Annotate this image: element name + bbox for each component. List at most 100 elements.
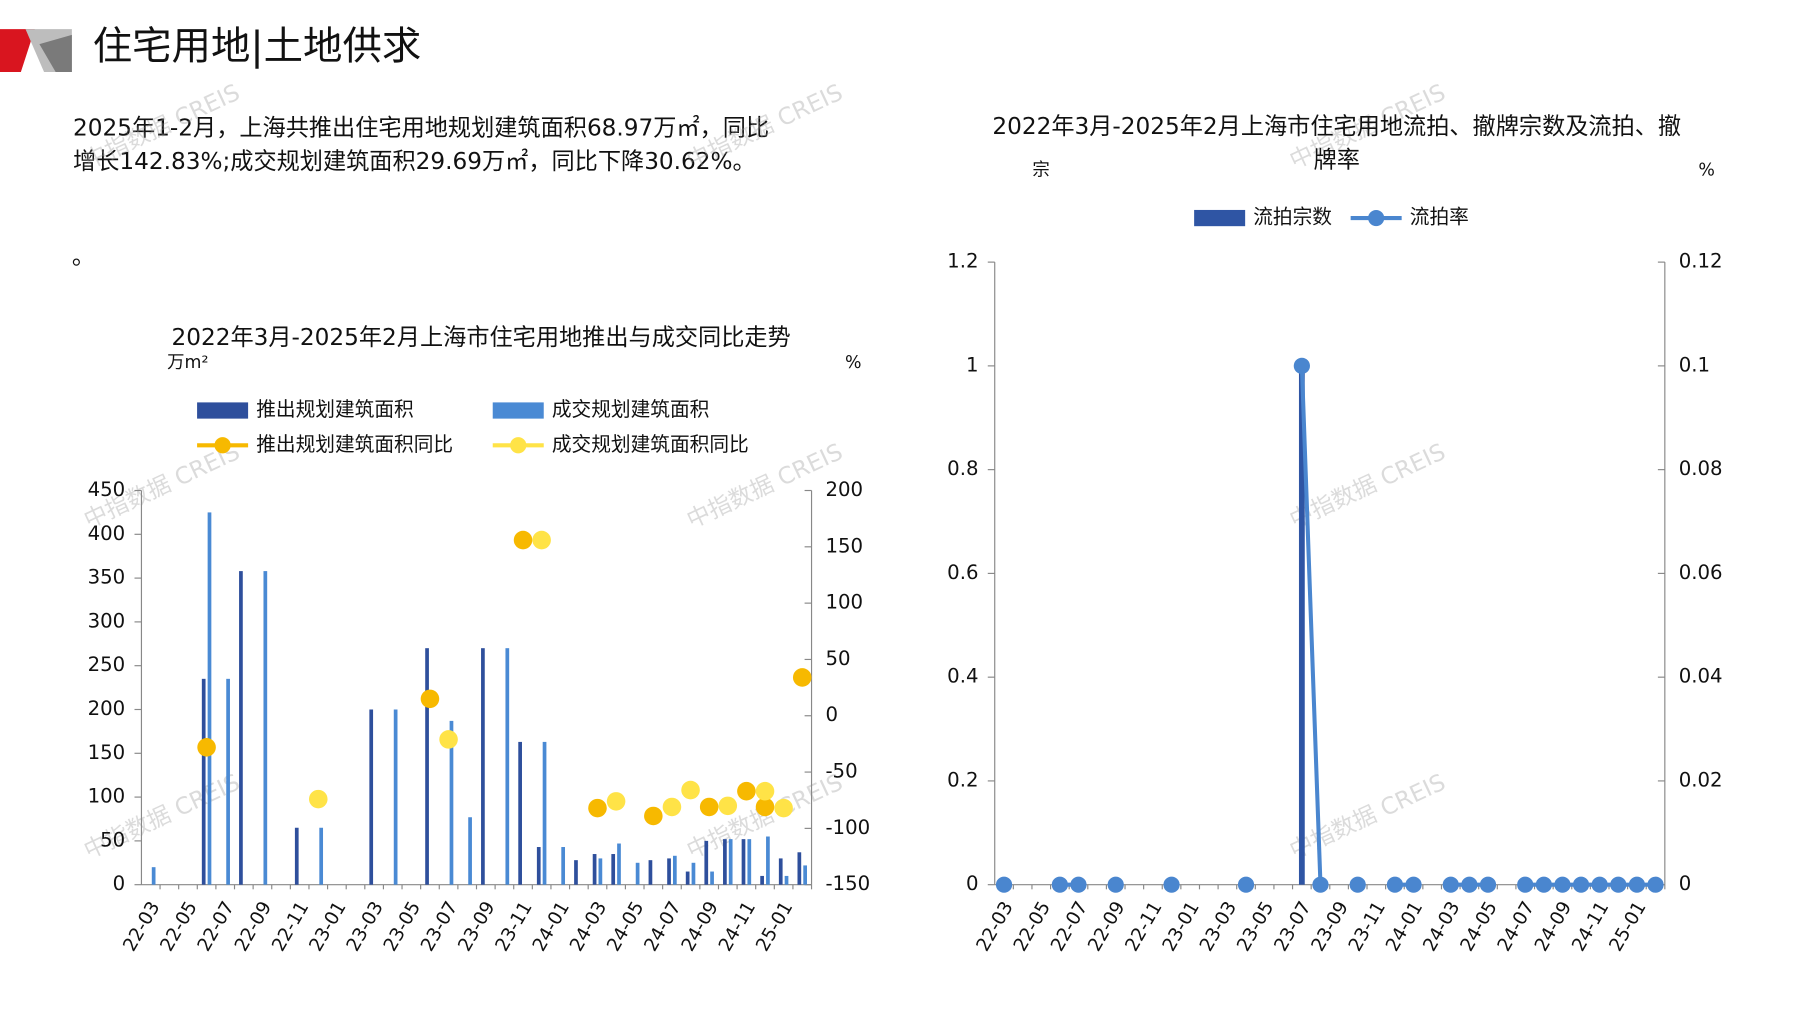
y-tick-label: 150 xyxy=(88,741,126,764)
bar xyxy=(617,843,621,885)
marker xyxy=(1591,876,1608,893)
y2-tick-label: 0.12 xyxy=(1679,250,1723,273)
logo-red xyxy=(0,29,35,72)
paragraph-note: 。 xyxy=(72,243,95,270)
x-tick-label: 25-01 xyxy=(752,898,797,955)
y2-tick-label: 200 xyxy=(825,478,863,501)
y2-tick-label: -150 xyxy=(825,872,870,895)
y2-tick-label: -50 xyxy=(825,760,857,783)
y2-tick-label: 0.1 xyxy=(1679,353,1710,376)
legend-swatch xyxy=(197,402,249,419)
marker xyxy=(1479,876,1497,893)
marker xyxy=(644,806,663,826)
bar xyxy=(226,678,230,885)
marker xyxy=(588,798,607,818)
bar xyxy=(449,720,454,885)
bar xyxy=(611,854,616,885)
bar xyxy=(1298,365,1305,885)
y-axis-unit: 宗 xyxy=(1032,161,1049,181)
marker xyxy=(755,797,775,817)
bar xyxy=(481,648,485,885)
chart-title: 2022年3月-2025年2月上海市住宅用地推出与成交同比走势 xyxy=(172,324,791,351)
legend-label: 流拍宗数 xyxy=(1253,206,1332,229)
bar xyxy=(797,852,802,885)
marker xyxy=(1647,876,1664,893)
y2-tick-label: 0 xyxy=(1679,872,1692,895)
y-tick-label: 0.8 xyxy=(947,457,978,480)
y-tick-label: 450 xyxy=(88,478,126,501)
y-tick-label: 400 xyxy=(88,522,126,545)
bar xyxy=(691,862,696,885)
bar xyxy=(803,865,807,885)
marker xyxy=(532,530,551,550)
marker xyxy=(309,789,328,809)
marker xyxy=(1572,876,1590,893)
bar xyxy=(319,827,324,885)
marker xyxy=(1349,876,1366,893)
marker xyxy=(755,781,775,801)
chart-title: 2022年3月-2025年2月上海市住宅用地流拍、撤牌宗数及流拍、撤 xyxy=(992,113,1681,140)
marker xyxy=(681,780,700,800)
y2-tick-label: 0 xyxy=(825,703,838,726)
y2-axis-unit: % xyxy=(845,353,862,373)
y2-tick-label: 150 xyxy=(825,534,863,557)
y-tick-label: 0.6 xyxy=(947,561,978,584)
x-tick-label: 25-01 xyxy=(1606,898,1651,955)
chart-title: 牌率 xyxy=(1314,147,1360,174)
y2-tick-label: 50 xyxy=(825,647,850,670)
bar xyxy=(263,571,268,885)
y2-axis-unit: % xyxy=(1698,161,1715,181)
bar xyxy=(635,862,640,885)
y2-tick-label: 0.04 xyxy=(1679,665,1723,688)
y-tick-label: 100 xyxy=(88,785,126,808)
bar xyxy=(704,840,709,885)
marker xyxy=(1554,876,1571,893)
marker xyxy=(420,689,440,709)
bar xyxy=(505,648,510,885)
bar xyxy=(239,571,243,885)
y-tick-label: 350 xyxy=(88,566,126,589)
bar xyxy=(561,847,566,885)
marker xyxy=(1163,876,1180,893)
bar xyxy=(151,867,156,885)
legend-label: 成交规划建筑面积 xyxy=(552,398,710,421)
legend-swatch xyxy=(1194,209,1246,227)
bar xyxy=(667,858,671,885)
marker xyxy=(1535,876,1552,893)
bar xyxy=(741,839,746,885)
y2-tick-label: -100 xyxy=(825,816,870,839)
marker xyxy=(1442,876,1459,893)
marker xyxy=(699,797,719,817)
watermark: 中指数据 CREIS xyxy=(1286,438,1450,534)
page-title: 住宅用地|土地供求 xyxy=(93,23,422,69)
y-tick-label: 0.2 xyxy=(947,768,978,791)
bar xyxy=(574,860,578,885)
marker xyxy=(1237,876,1255,893)
bar xyxy=(766,836,770,885)
y-tick-label: 50 xyxy=(100,828,125,851)
marker xyxy=(718,796,738,816)
bar xyxy=(518,741,522,885)
bar xyxy=(685,871,690,885)
bar xyxy=(542,741,547,885)
bar xyxy=(598,858,603,885)
legend-marker xyxy=(1368,209,1385,227)
y-tick-label: 1.2 xyxy=(947,250,978,273)
y2-tick-label: 0.08 xyxy=(1679,457,1723,480)
bar xyxy=(369,709,374,885)
line xyxy=(1059,365,1656,887)
bar xyxy=(710,871,714,885)
bar xyxy=(747,839,752,885)
y-tick-label: 0 xyxy=(113,872,126,895)
bar xyxy=(207,512,212,885)
bar xyxy=(723,839,727,885)
marker xyxy=(662,797,682,817)
marker xyxy=(1386,876,1404,893)
marker xyxy=(1051,876,1068,893)
legend-swatch xyxy=(492,402,544,419)
watermark: 中指数据 CREIS xyxy=(1286,769,1450,865)
marker xyxy=(1461,876,1478,893)
marker xyxy=(1107,876,1124,893)
marker xyxy=(606,792,626,811)
bar xyxy=(760,875,764,885)
